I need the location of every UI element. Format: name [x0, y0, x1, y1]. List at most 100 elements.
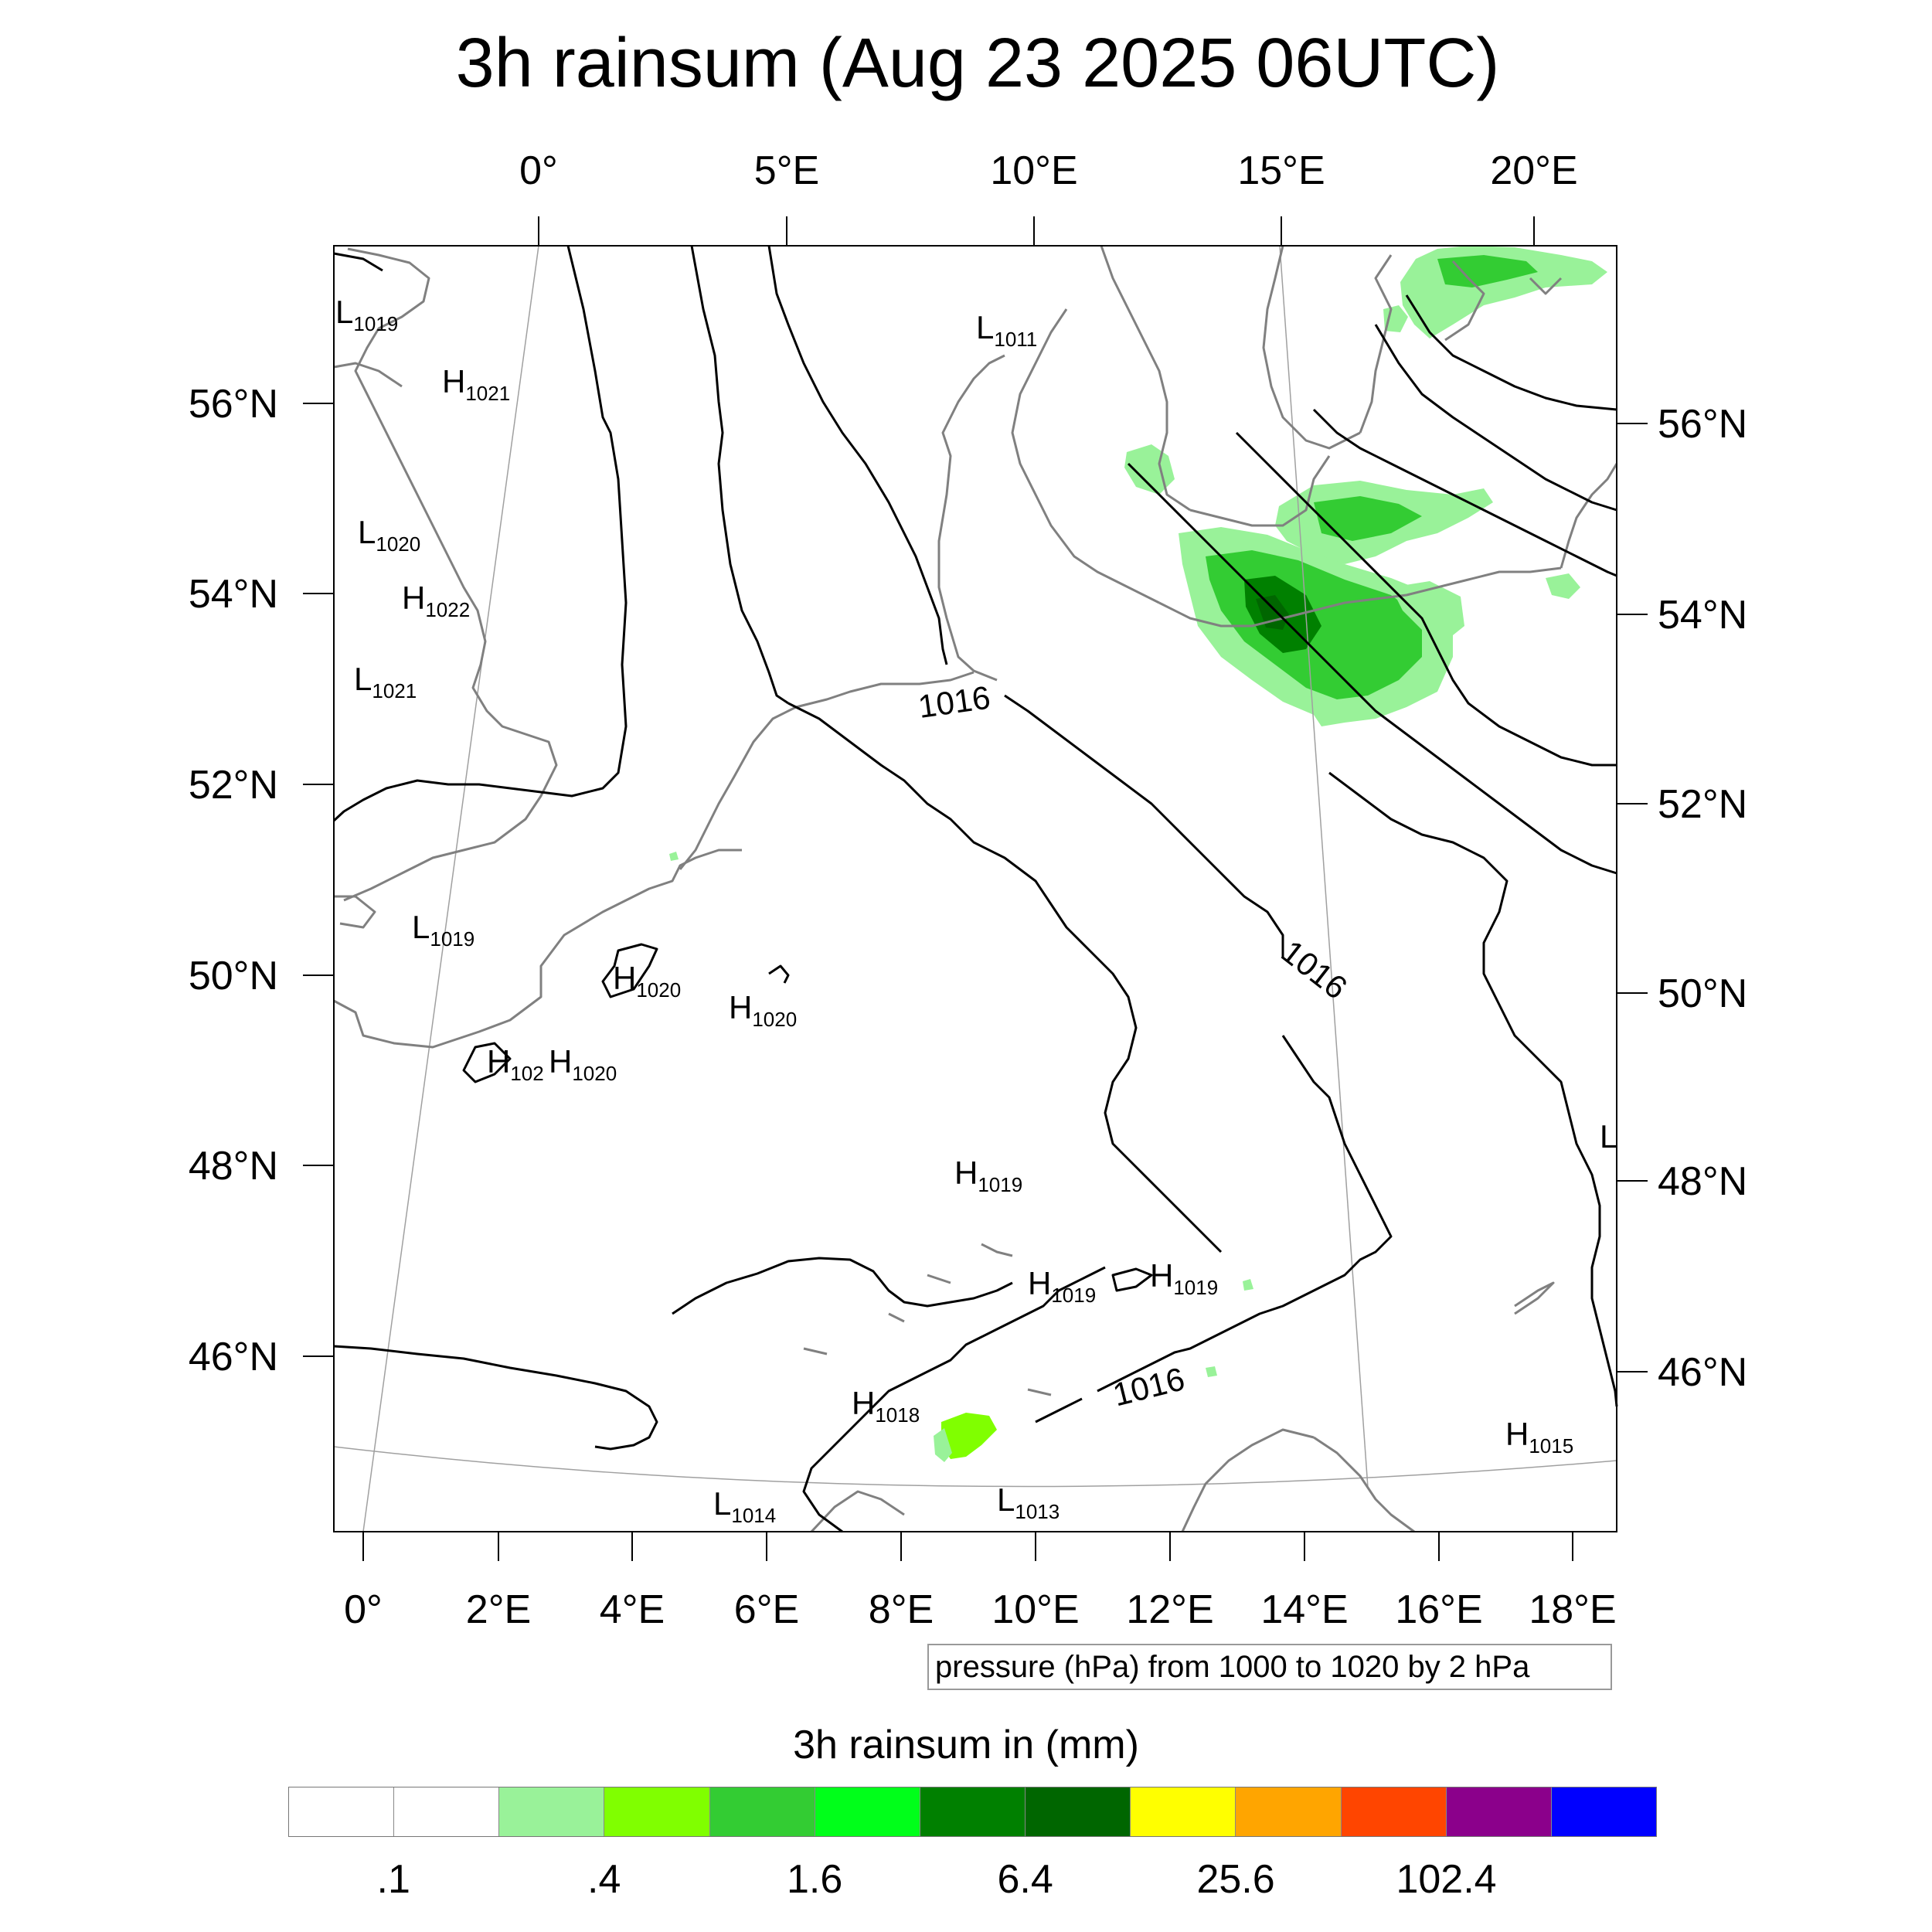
colorbar-label: 25.6	[1196, 1857, 1275, 1902]
isobar-east-2	[1374, 324, 1617, 512]
coast-adriatic-west	[1181, 1428, 1315, 1532]
isobar-east-6	[1328, 771, 1618, 1407]
lon-label-top: 15°E	[1237, 148, 1325, 193]
lat-label-left: 52°N	[189, 763, 278, 808]
pressure-center: L1019	[335, 294, 398, 335]
colorbar-swatch	[1551, 1787, 1657, 1836]
top-lon-labels: 0° 5°E 10°E 15°E 20°E	[519, 148, 1578, 193]
coast-latvia	[1560, 463, 1618, 569]
colorbar-swatch	[920, 1787, 1026, 1836]
colorbar-swatch	[1236, 1787, 1342, 1836]
pressure-center: L1021	[354, 661, 417, 702]
lon-label-bottom: 2°E	[466, 1587, 531, 1632]
lon-label-top: 5°E	[754, 148, 819, 193]
coast-lakes-alps	[803, 1243, 1052, 1396]
isobar-north-sea-west	[332, 245, 628, 822]
coast-denmark-east	[1011, 308, 1160, 604]
lon-label-top: 0°	[519, 148, 558, 193]
pressure-center: H1018	[852, 1385, 920, 1427]
colorbar-swatch	[499, 1787, 605, 1836]
pressure-center: H1022	[402, 580, 470, 621]
rain-area-alps	[941, 1413, 997, 1459]
colorbar	[288, 1787, 1657, 1837]
lon-label-bottom: 4°E	[600, 1587, 665, 1632]
coastlines	[333, 245, 1618, 1533]
coast-ligurian	[810, 1490, 905, 1533]
coast-sweden-west	[1100, 245, 1191, 512]
isobar-1016-west	[787, 702, 1223, 1253]
colorbar-swatch	[1341, 1787, 1447, 1836]
isobar-small-2	[768, 964, 790, 984]
lat-label-left: 46°N	[189, 1335, 278, 1379]
pressure-center: H1021	[442, 363, 510, 405]
lon-label-bottom: 0°	[344, 1587, 383, 1632]
lon-label-bottom: 14°E	[1260, 1587, 1348, 1632]
left-lat-labels: 56°N 54°N 52°N 50°N 48°N 46°N	[189, 382, 278, 1379]
pressure-center: H1019	[1150, 1257, 1218, 1299]
isobar-east-4	[1235, 431, 1617, 767]
isobar-france-south	[333, 1345, 658, 1451]
isobar-central	[672, 1257, 1013, 1315]
coast-great-britain-west	[333, 362, 403, 929]
rain-area-poland-peak	[1256, 595, 1289, 630]
map-title: 3h rainsum (Aug 23 2025 06UTC)	[456, 25, 1500, 102]
lat-label-right: 46°N	[1658, 1350, 1747, 1395]
lon-label-bottom: 18°E	[1529, 1587, 1616, 1632]
rain-area-baltic-north-core	[1437, 255, 1538, 287]
lat-label-left: 56°N	[189, 382, 278, 427]
pressure-center: L1013	[997, 1481, 1060, 1523]
pressure-center: H1020	[729, 989, 797, 1031]
coast-hungary-lake	[1514, 1281, 1555, 1315]
colorbar-label: .4	[587, 1857, 621, 1902]
colorbar-swatch	[394, 1787, 500, 1836]
right-lat-labels: 56°N 54°N 52°N 50°N 48°N 46°N	[1658, 402, 1747, 1395]
isobar-east-3	[1312, 408, 1617, 577]
rain-area-adriatic	[1206, 1366, 1217, 1377]
rain-area-poland-east	[1391, 581, 1464, 641]
lat-label-right: 56°N	[1658, 402, 1747, 447]
pressure-center: L1019	[412, 909, 474, 951]
coast-france-north	[333, 849, 742, 1049]
rain-shading	[669, 246, 1607, 1462]
colorbar-label: .1	[376, 1857, 410, 1902]
parallel-45n	[333, 1446, 1617, 1488]
colorbar-swatch	[1131, 1787, 1236, 1836]
map-frame	[333, 245, 1617, 1532]
lat-label-right: 48°N	[1658, 1159, 1747, 1204]
meridian-0	[362, 245, 539, 1532]
isobar-small-1	[601, 943, 658, 998]
coast-adriatic-east	[1313, 1436, 1415, 1533]
pressure-center: H1019	[1028, 1265, 1096, 1307]
colorbar-label: 6.4	[997, 1857, 1053, 1902]
lon-label-bottom: 8°E	[869, 1587, 934, 1632]
rain-area-kattegat	[1124, 444, 1175, 495]
meridian-15e	[1279, 245, 1369, 1488]
isobar-east-1	[1405, 294, 1617, 411]
graticule	[333, 245, 1617, 1532]
bottom-lon-labels: 0° 2°E 4°E 6°E 8°E 10°E 12°E 14°E 16°E 1…	[344, 1587, 1617, 1632]
lon-label-bottom: 12°E	[1126, 1587, 1213, 1632]
lon-label-bottom: 10°E	[992, 1587, 1079, 1632]
isobar-label: 1016	[1109, 1360, 1188, 1413]
colorbar-swatch	[289, 1787, 395, 1836]
lat-label-left: 54°N	[189, 572, 278, 617]
isobar-label: 1016	[916, 679, 992, 725]
colorbar-swatch	[709, 1787, 815, 1836]
colorbar-swatch	[604, 1787, 710, 1836]
coast-denmark-west	[937, 354, 1005, 682]
lon-label-top: 20°E	[1490, 148, 1577, 193]
isobars	[332, 245, 1618, 1533]
rain-area-southern-sweden-core	[1314, 496, 1422, 541]
rain-area-slovenia	[1243, 1279, 1253, 1291]
lat-label-left: 50°N	[189, 954, 278, 998]
colorbar-swatch	[1446, 1787, 1552, 1836]
pressure-center: L1014	[713, 1485, 776, 1527]
pressure-center: H1020	[549, 1043, 617, 1085]
coast-sweden-east	[1262, 245, 1361, 450]
isobar-east-5	[1127, 462, 1617, 875]
lat-label-left: 48°N	[189, 1144, 278, 1189]
pressure-center: H102	[487, 1043, 544, 1085]
isobar-small-3	[462, 1042, 512, 1083]
colorbar-title: 3h rainsum in (mm)	[793, 1723, 1139, 1767]
